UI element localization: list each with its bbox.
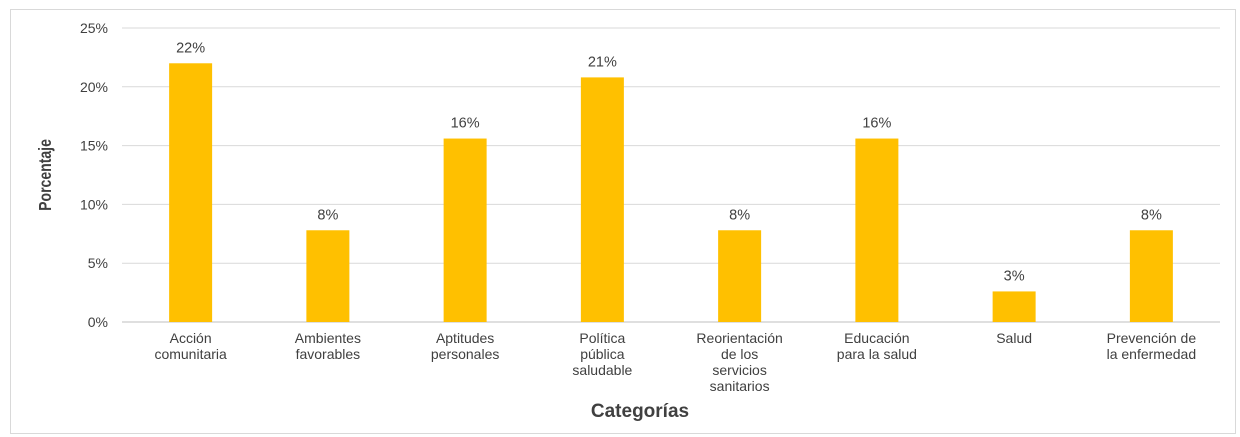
category-label: Ambientes favorables xyxy=(295,330,361,362)
category-labels: Acción comunitaria Ambientes favorables Apti… xyxy=(154,330,1196,394)
bar xyxy=(443,138,487,322)
data-label: 8% xyxy=(1141,207,1162,223)
bar xyxy=(855,138,899,322)
bar xyxy=(1129,230,1173,322)
data-label: 3% xyxy=(1004,268,1025,284)
y-axis-ticks: 0% 5% 10% 15% 20% 25% xyxy=(80,20,108,330)
y-axis-title: Porcentaje xyxy=(35,139,55,211)
category-label: Política pública saludable xyxy=(572,330,632,378)
data-label: 21% xyxy=(588,54,617,70)
bar xyxy=(306,230,350,322)
data-label: 22% xyxy=(176,40,205,56)
y-tick-label: 20% xyxy=(80,79,108,95)
data-label: 8% xyxy=(729,207,750,223)
category-label: Prevención de la enfermedad xyxy=(1107,330,1197,362)
bar xyxy=(169,63,213,322)
y-tick-label: 5% xyxy=(88,255,108,271)
y-tick-label: 10% xyxy=(80,196,108,212)
data-label: 8% xyxy=(317,207,338,223)
bar xyxy=(580,77,624,322)
data-label: 16% xyxy=(451,116,480,132)
x-axis-title: Categorías xyxy=(591,401,689,422)
data-labels: 22% 8% 16% 21% 8% 16% 3% 8% xyxy=(176,40,1162,284)
category-label: Reorientación de los servicios sanitarios xyxy=(696,330,782,394)
category-label: Aptitudes personales xyxy=(431,330,500,362)
bar xyxy=(718,230,762,322)
gridlines xyxy=(122,27,1220,323)
y-tick-label: 15% xyxy=(80,138,108,154)
data-label: 16% xyxy=(862,116,891,132)
category-label: Acción comunitaria xyxy=(154,330,227,362)
category-label: Salud xyxy=(996,330,1032,346)
bars xyxy=(169,63,1173,322)
category-label: Educación para la salud xyxy=(837,330,917,362)
y-tick-label: 0% xyxy=(88,314,108,330)
bar xyxy=(992,291,1036,322)
y-tick-label: 25% xyxy=(80,20,108,36)
